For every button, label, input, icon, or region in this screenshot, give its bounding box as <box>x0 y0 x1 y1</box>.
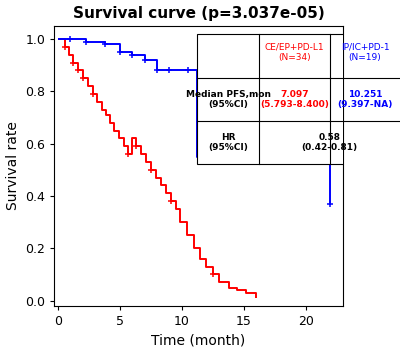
Text: IP/IC+PD-1
(N=19): IP/IC+PD-1 (N=19) <box>341 43 390 62</box>
X-axis label: Time (month): Time (month) <box>151 334 246 347</box>
Title: Survival curve (p=3.037e-05): Survival curve (p=3.037e-05) <box>72 6 324 20</box>
Text: 10.251
(9.397-NA): 10.251 (9.397-NA) <box>338 90 393 109</box>
Bar <box>197 34 400 164</box>
Text: 0.58
(0.42-0.81): 0.58 (0.42-0.81) <box>302 133 358 152</box>
Text: 7.097
(5.793-8.400): 7.097 (5.793-8.400) <box>260 90 329 109</box>
Text: HR
(95%CI): HR (95%CI) <box>208 133 248 152</box>
Text: CE/EP+PD-L1
(N=34): CE/EP+PD-L1 (N=34) <box>264 43 324 62</box>
Y-axis label: Survival rate: Survival rate <box>6 121 20 210</box>
Text: Median PFS,mon
(95%CI): Median PFS,mon (95%CI) <box>186 90 270 109</box>
